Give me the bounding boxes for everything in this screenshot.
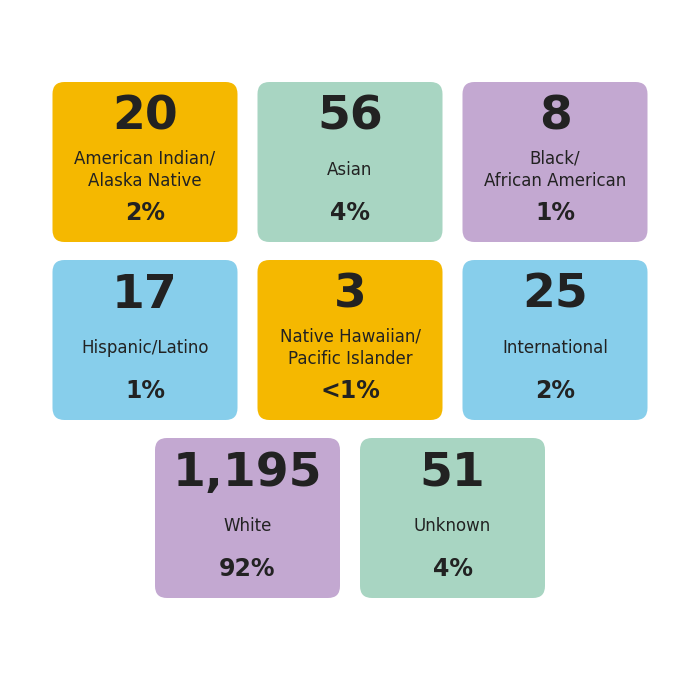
Text: 3: 3 bbox=[334, 273, 366, 318]
Text: 51: 51 bbox=[419, 451, 485, 496]
Text: 92%: 92% bbox=[219, 557, 276, 581]
Text: 1%: 1% bbox=[535, 201, 575, 225]
Text: 1%: 1% bbox=[125, 379, 165, 403]
Text: 25: 25 bbox=[522, 273, 588, 318]
Text: 17: 17 bbox=[112, 273, 178, 318]
Text: 20: 20 bbox=[112, 94, 178, 140]
FancyBboxPatch shape bbox=[258, 82, 442, 242]
FancyBboxPatch shape bbox=[463, 260, 648, 420]
Text: Unknown: Unknown bbox=[414, 517, 491, 535]
Text: 2%: 2% bbox=[535, 379, 575, 403]
FancyBboxPatch shape bbox=[52, 260, 237, 420]
Text: White: White bbox=[223, 517, 272, 535]
FancyBboxPatch shape bbox=[360, 438, 545, 598]
Text: 8: 8 bbox=[538, 94, 571, 140]
Text: <1%: <1% bbox=[320, 379, 380, 403]
FancyBboxPatch shape bbox=[463, 82, 648, 242]
Text: American Indian/
Alaska Native: American Indian/ Alaska Native bbox=[74, 150, 216, 190]
Text: 4%: 4% bbox=[330, 201, 370, 225]
Text: International: International bbox=[502, 339, 608, 357]
Text: Hispanic/Latino: Hispanic/Latino bbox=[81, 339, 209, 357]
Text: 1,195: 1,195 bbox=[173, 451, 322, 496]
FancyBboxPatch shape bbox=[155, 438, 340, 598]
Text: Asian: Asian bbox=[328, 161, 372, 179]
FancyBboxPatch shape bbox=[52, 82, 237, 242]
Text: 4%: 4% bbox=[433, 557, 473, 581]
Text: Native Hawaiian/
Pacific Islander: Native Hawaiian/ Pacific Islander bbox=[279, 328, 421, 368]
Text: 56: 56 bbox=[317, 94, 383, 140]
Text: Black/
African American: Black/ African American bbox=[484, 150, 626, 190]
FancyBboxPatch shape bbox=[258, 260, 442, 420]
Text: 2%: 2% bbox=[125, 201, 165, 225]
